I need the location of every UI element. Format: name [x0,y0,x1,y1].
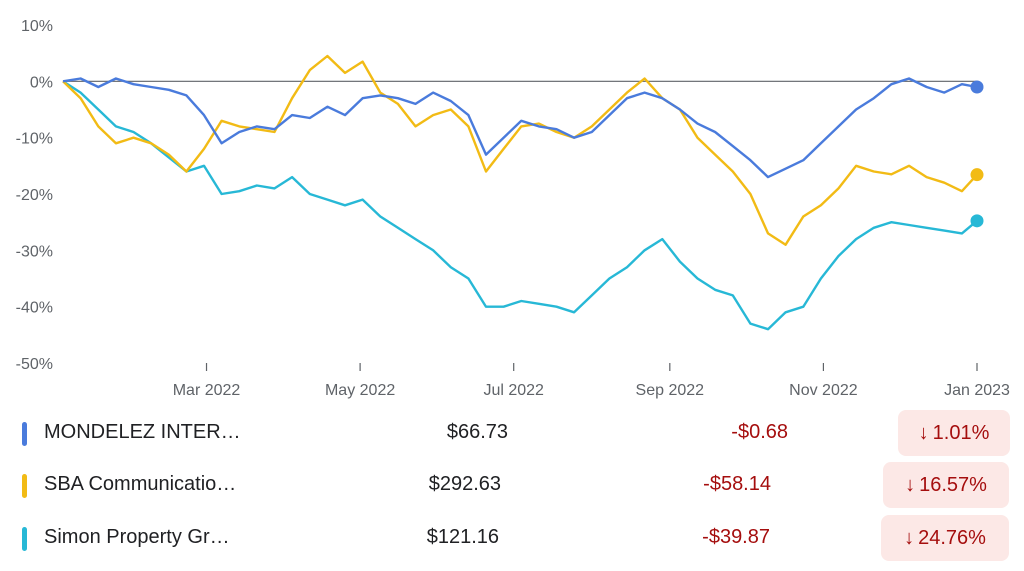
arrow-down-icon: ↓ [905,474,916,496]
series-line-1 [62,54,978,246]
percent-change: 1.01% [932,422,990,444]
legend-row-sba[interactable]: SBA Communicatio… $292.63 -$58.14 ↓ 16.57… [0,459,1024,511]
y-tick-label: -50% [16,356,53,373]
legend-row-mondelez[interactable]: MONDELEZ INTER… $66.73 -$0.68 ↓ 1.01% [0,407,1024,459]
company-name: MONDELEZ INTER… [44,421,241,443]
series-end-dot-2 [970,214,984,228]
y-axis: 10% 0% -10% -20% -30% -40% -50% [16,18,53,373]
y-tick-label: -10% [16,131,53,148]
x-tick-label: Jan 2023 [944,382,1010,399]
y-tick-label: -30% [16,243,53,260]
x-tick-label: Nov 2022 [789,382,858,399]
y-tick-label: 10% [21,18,53,35]
series-line-0 [62,77,978,179]
series-color-swatch [22,527,27,551]
series-end-markers [970,80,984,228]
stock-price: $66.73 [446,421,508,443]
series-color-swatch [22,474,27,498]
arrow-down-icon: ↓ [904,527,915,549]
y-tick-label: -20% [16,187,53,204]
percent-change: 24.76% [918,527,986,549]
arrow-down-icon: ↓ [918,422,929,444]
y-tick-label: -40% [16,300,53,317]
percent-change-badge: ↓ 1.01% [898,410,1010,456]
stock-price: $292.63 [428,473,501,495]
x-axis: Mar 2022 May 2022 Jul 2022 Sep 2022 Nov 2022… [173,363,1010,399]
company-name: Simon Property Gr… [44,526,230,548]
price-change: -$39.87 [702,526,770,548]
company-name: SBA Communicatio… [44,473,237,495]
x-tick-label: Mar 2022 [173,382,241,399]
x-tick-label: May 2022 [325,382,395,399]
series-lines [62,54,978,331]
stock-price: $121.16 [426,526,499,548]
price-change: -$0.68 [731,421,788,443]
legend-table: MONDELEZ INTER… $66.73 -$0.68 ↓ 1.01% SBA… [0,405,1024,571]
percent-change-badge: ↓ 16.57% [883,462,1009,508]
series-color-swatch [22,422,27,446]
legend-row-simon[interactable]: Simon Property Gr… $121.16 -$39.87 ↓ 24.7… [0,512,1024,564]
x-tick-label: Jul 2022 [483,382,544,399]
y-tick-label: 0% [30,74,53,91]
percent-change: 16.57% [919,474,987,496]
percent-change-badge: ↓ 24.76% [881,515,1009,561]
x-tick-label: Sep 2022 [636,382,705,399]
price-change: -$58.14 [703,473,771,495]
series-end-dot-0 [970,80,984,94]
series-end-dot-1 [970,168,984,182]
stock-comparison-chart: 10% 0% -10% -20% -30% -40% -50% Mar 2022 May 20… [16,18,1010,399]
series-line-2 [62,80,978,331]
